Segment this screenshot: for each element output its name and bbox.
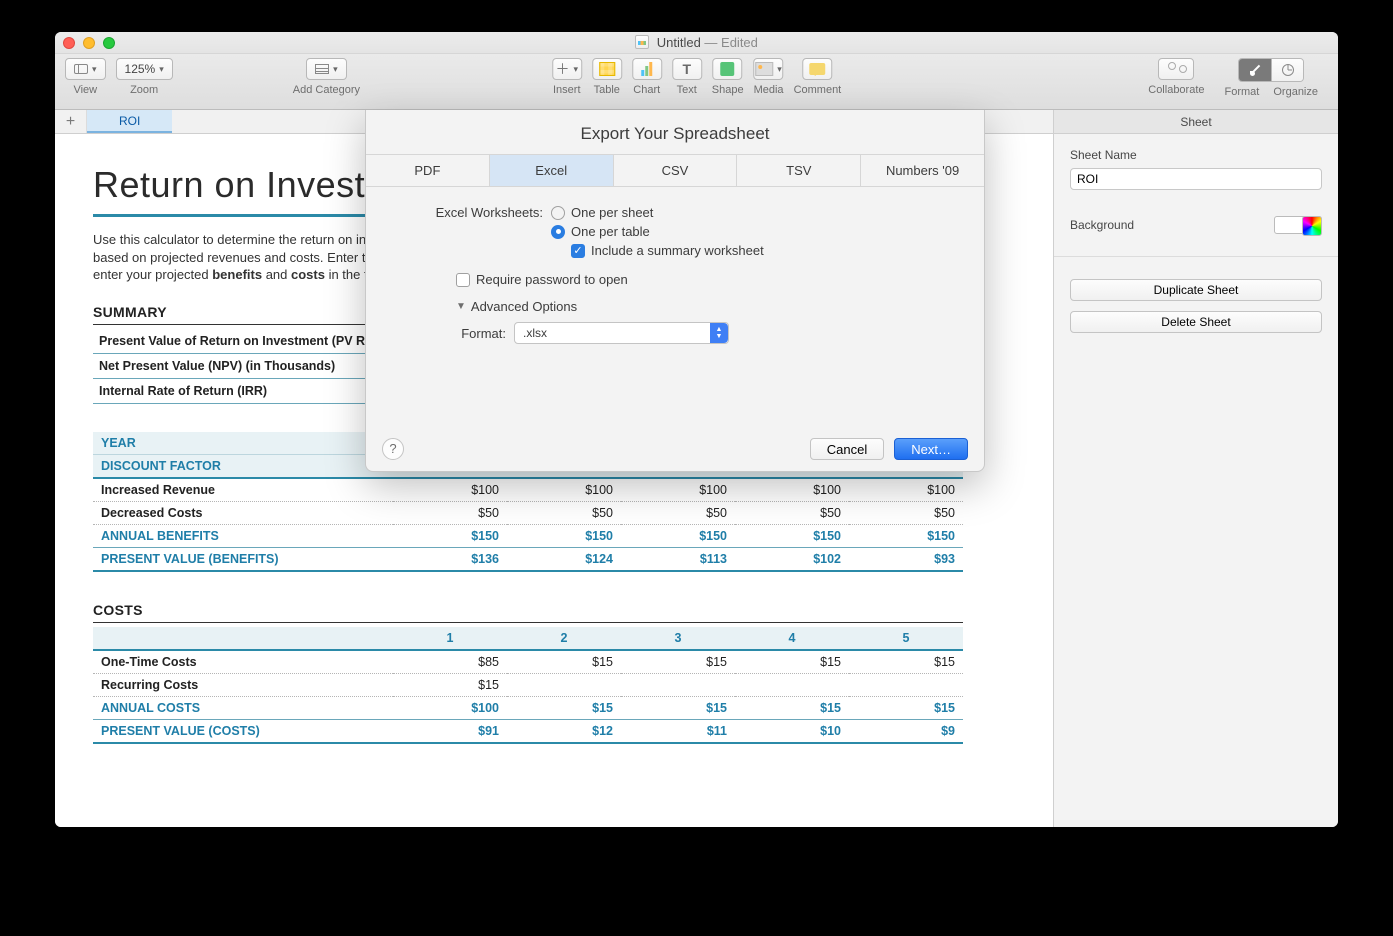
insert-label: Insert xyxy=(553,84,581,96)
shape-icon xyxy=(721,62,735,76)
discount-header: DISCOUNT FACTOR xyxy=(93,454,393,478)
titlebar[interactable]: Untitled — Edited xyxy=(55,32,1338,54)
media-label: Media xyxy=(754,84,784,96)
add-category-group: ▾ Add Category xyxy=(293,58,360,96)
view-button[interactable]: ▾ xyxy=(65,58,106,80)
radio-table-label: One per table xyxy=(571,224,650,239)
shape-button[interactable] xyxy=(713,58,743,80)
radio-one-per-table[interactable] xyxy=(551,225,565,239)
export-title: Export Your Spreadsheet xyxy=(366,110,984,154)
view-label: View xyxy=(73,84,97,96)
media-icon xyxy=(755,62,773,76)
table-button[interactable] xyxy=(592,58,622,80)
zoom-label: Zoom xyxy=(130,84,158,96)
collaborate-icon xyxy=(1168,62,1184,76)
format-toggle[interactable] xyxy=(1239,59,1271,81)
advanced-label: Advanced Options xyxy=(471,299,577,314)
table-label: Table xyxy=(594,84,620,96)
costs-table[interactable]: 12345 One-Time Costs $85$15$15$15$15 Rec… xyxy=(93,627,963,744)
costs-rule xyxy=(93,622,963,623)
year-header: YEAR xyxy=(93,432,393,455)
tab-excel[interactable]: Excel xyxy=(489,155,613,186)
tab-tsv[interactable]: TSV xyxy=(736,155,860,186)
add-category-label: Add Category xyxy=(293,84,360,96)
toolbar-center: ＋▾Insert Table Chart TText Shape ▾Media … xyxy=(552,58,842,96)
text-label: Text xyxy=(677,84,697,96)
document-name[interactable]: Untitled xyxy=(657,35,701,50)
next-button[interactable]: Next… xyxy=(894,438,968,460)
tab-csv[interactable]: CSV xyxy=(613,155,737,186)
media-button[interactable]: ▾ xyxy=(754,58,784,80)
checkbox-include-summary[interactable]: ✓ xyxy=(571,244,585,258)
tab-pdf[interactable]: PDF xyxy=(366,155,489,186)
text-button[interactable]: T xyxy=(672,58,702,80)
cancel-button[interactable]: Cancel xyxy=(810,438,884,460)
insert-button[interactable]: ＋▾ xyxy=(552,58,582,80)
sheet-name-input[interactable] xyxy=(1070,168,1322,190)
select-stepper-icon: ▲▼ xyxy=(710,323,728,343)
radio-sheet-label: One per sheet xyxy=(571,205,653,220)
organize-icon xyxy=(1282,64,1294,76)
delete-sheet-button[interactable]: Delete Sheet xyxy=(1070,311,1322,333)
add-sheet-button[interactable]: + xyxy=(55,110,87,133)
organize-label: Organize xyxy=(1273,86,1318,98)
sheet-tab-roi[interactable]: ROI xyxy=(87,110,172,133)
toolbar: ▾ View 125%▾ Zoom ▾ Add Category ＋▾Inser… xyxy=(55,54,1338,110)
tab-numbers09[interactable]: Numbers '09 xyxy=(860,155,984,186)
edited-indicator: — Edited xyxy=(704,35,757,50)
zoom-value: 125% xyxy=(125,62,156,76)
sheet-name-label: Sheet Name xyxy=(1070,148,1322,162)
view-group: ▾ View xyxy=(65,58,106,96)
organize-toggle[interactable] xyxy=(1271,59,1303,81)
export-body: Excel Worksheets: One per sheet One per … xyxy=(366,187,984,358)
format-label: Format: xyxy=(456,326,514,341)
radio-one-per-sheet[interactable] xyxy=(551,206,565,220)
format-select[interactable]: .xlsx ▲▼ xyxy=(514,322,729,344)
toolbar-right: Collaborate Format Organize xyxy=(1148,58,1328,98)
comment-label: Comment xyxy=(794,84,842,96)
help-button[interactable]: ? xyxy=(382,438,404,460)
text-icon: T xyxy=(682,61,691,77)
chart-label: Chart xyxy=(633,84,660,96)
app-window: Untitled — Edited ▾ View 125%▾ Zoom ▾ Ad… xyxy=(55,32,1338,827)
include-summary-label: Include a summary worksheet xyxy=(591,243,764,258)
background-label: Background xyxy=(1070,218,1134,232)
document-icon xyxy=(635,35,649,49)
brush-icon xyxy=(1248,63,1262,77)
inspector-tab-sheet[interactable]: Sheet xyxy=(1054,110,1338,134)
require-password-label: Require password to open xyxy=(476,272,628,287)
collaborate-label: Collaborate xyxy=(1148,84,1204,96)
zoom-group: 125%▾ Zoom xyxy=(116,58,173,96)
inspector-toggle xyxy=(1238,58,1304,82)
export-sheet: Export Your Spreadsheet PDF Excel CSV TS… xyxy=(365,110,985,472)
chart-button[interactable] xyxy=(632,58,662,80)
chart-icon xyxy=(641,62,652,76)
shape-label: Shape xyxy=(712,84,744,96)
checkbox-require-password[interactable] xyxy=(456,273,470,287)
table-icon xyxy=(599,62,615,76)
worksheets-label: Excel Worksheets: xyxy=(396,205,551,220)
advanced-options-disclosure[interactable]: ▼ Advanced Options xyxy=(456,299,954,314)
duplicate-sheet-button[interactable]: Duplicate Sheet xyxy=(1070,279,1322,301)
sheet-tab-label: ROI xyxy=(119,114,140,128)
format-label: Format xyxy=(1225,86,1260,98)
disclosure-triangle-icon: ▼ xyxy=(456,301,466,312)
format-value: .xlsx xyxy=(523,326,547,340)
inspector-panel: Sheet Sheet Name Background Duplicate Sh… xyxy=(1053,110,1338,827)
add-category-button[interactable]: ▾ xyxy=(306,58,347,80)
export-footer: ? Cancel Next… xyxy=(366,427,984,471)
background-color-well[interactable] xyxy=(1274,216,1322,234)
format-tabs: PDF Excel CSV TSV Numbers '09 xyxy=(366,154,984,187)
zoom-button[interactable]: 125%▾ xyxy=(116,58,173,80)
comment-icon xyxy=(809,63,825,75)
comment-button[interactable] xyxy=(802,58,832,80)
window-title: Untitled — Edited xyxy=(55,35,1338,50)
collaborate-button[interactable] xyxy=(1158,58,1194,80)
costs-heading: COSTS xyxy=(93,602,1033,618)
